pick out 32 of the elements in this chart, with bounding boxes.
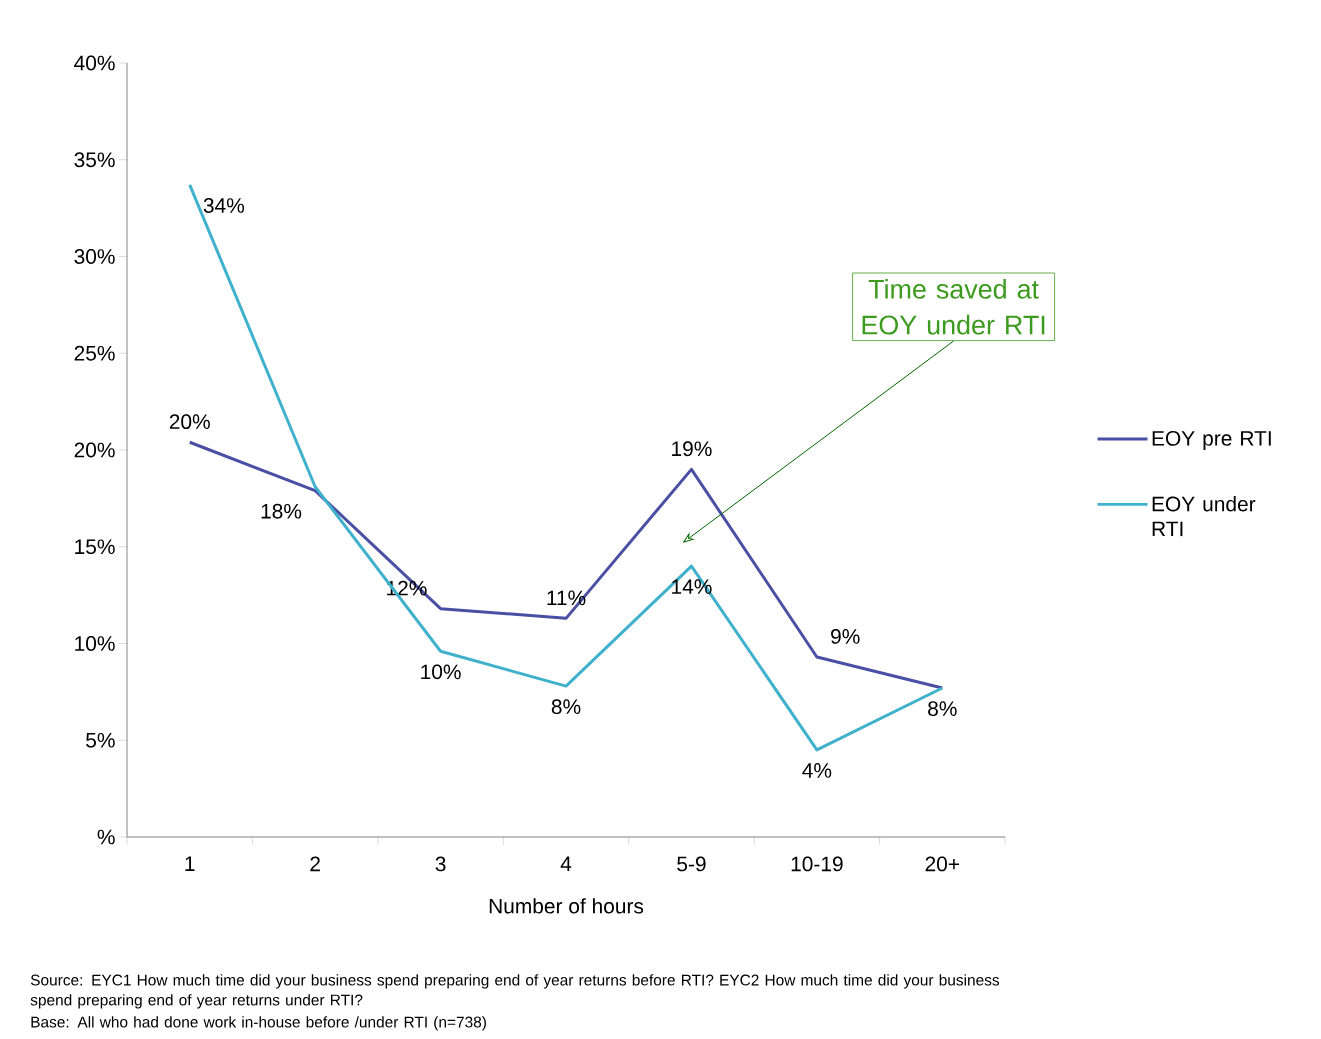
- y-tick-label: %: [97, 829, 115, 845]
- data-label: 4%: [802, 763, 832, 778]
- data-label: 8%: [551, 699, 581, 715]
- legend-label: EOY pre RTI: [1152, 430, 1271, 450]
- data-label: 9%: [831, 629, 860, 644]
- y-tick-label: 40%: [74, 55, 115, 71]
- x-tick-label: 10-19: [791, 856, 843, 872]
- annotation: Time saved at EOY under RTI: [862, 278, 1045, 335]
- y-tick-label: 30%: [74, 249, 115, 264]
- data-label: 10%: [421, 664, 461, 680]
- x-tick-label: 4: [560, 856, 572, 871]
- y-tick-label: 15%: [75, 539, 115, 555]
- x-tick-label: 3: [435, 856, 446, 872]
- x-tick-label: 5-9: [677, 856, 706, 872]
- data-label: 18%: [261, 503, 302, 519]
- x-axis-title: Number of hours: [489, 898, 644, 914]
- x-tick-label: 1: [185, 856, 195, 871]
- y-tick-label: 5%: [86, 732, 115, 748]
- legend-label: EOY under RTI: [1152, 496, 1256, 537]
- data-label: 34%: [203, 198, 245, 213]
- x-tick-label: 20+: [925, 856, 960, 872]
- data-label: 8%: [928, 701, 957, 717]
- data-label: 20%: [169, 414, 210, 430]
- text: Base: All who had done work in-house before /under RTI (n=738): [31, 1016, 486, 1031]
- source-note: Source: EYC1 How much time did your business spend preparing end of year returns before RTI? EYC2 How much time did your business spend preparing end of year returns under RTI?: [30, 974, 1000, 1009]
- x-tick-label: 2: [310, 856, 320, 872]
- y-tick-label: 20%: [74, 442, 115, 458]
- y-tick-label: 10%: [75, 636, 115, 651]
- y-tick-label: 25%: [74, 345, 115, 361]
- data-label: 19%: [672, 441, 712, 457]
- y-tick-label: 35%: [74, 152, 115, 168]
- line-series: [188, 440, 944, 690]
